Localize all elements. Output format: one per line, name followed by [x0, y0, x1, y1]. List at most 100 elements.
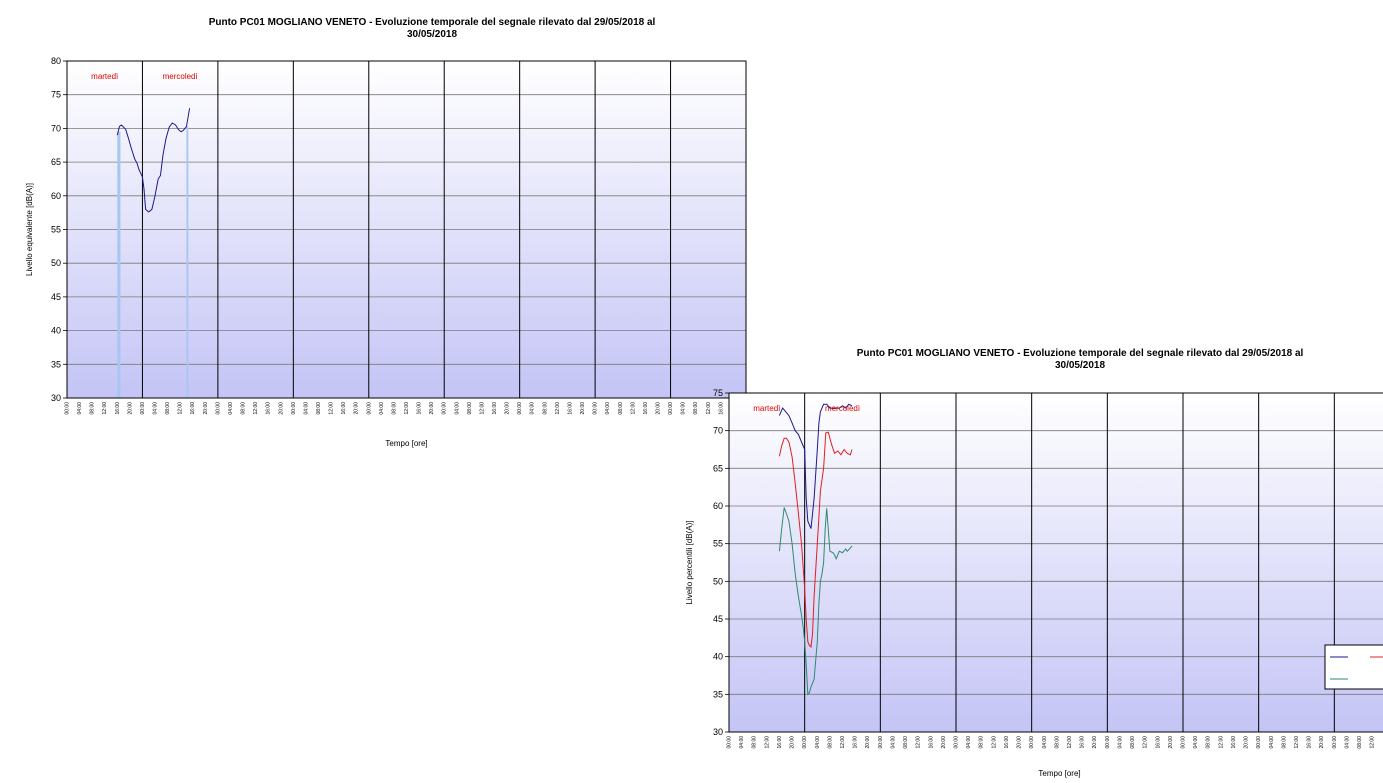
chart-percentile-levels: Punto PC01 MOGLIANO VENETO - Evoluzione … — [685, 348, 1383, 778]
x-tick-label: 20:00 — [941, 736, 947, 749]
x-tick-label: 04:00 — [1344, 736, 1350, 749]
x-tick-label: 16:00 — [643, 402, 649, 415]
chart-title-line: 30/05/2018 — [1055, 360, 1105, 371]
legend-box — [1324, 644, 1383, 690]
x-tick-label: 08:00 — [979, 736, 985, 749]
x-tick-label: 16:00 — [928, 736, 934, 749]
y-axis-label: Livello equivalente [dB(A)] — [25, 183, 34, 276]
x-tick-label: 08:00 — [1281, 736, 1287, 749]
x-tick-label: 00:00 — [1256, 736, 1262, 749]
x-tick-label: 00:00 — [1105, 736, 1111, 749]
x-tick-label: 08:00 — [467, 402, 473, 415]
x-tick-label: 04:00 — [530, 402, 536, 415]
x-tick-label: 12:00 — [1067, 736, 1073, 749]
y-tick-label: 50 — [713, 576, 723, 586]
chart-title-line: 30/05/2018 — [407, 29, 457, 40]
x-tick-label: 16:00 — [718, 402, 724, 415]
x-tick-label: 04:00 — [228, 402, 234, 415]
y-tick-label: 40 — [51, 326, 61, 336]
x-tick-label: 04:00 — [77, 402, 83, 415]
x-tick-label: 04:00 — [681, 402, 687, 415]
x-tick-label: 04:00 — [379, 402, 385, 415]
x-tick-label: 16:00 — [190, 402, 196, 415]
x-tick-label: 20:00 — [580, 402, 586, 415]
x-tick-label: 08:00 — [693, 402, 699, 415]
y-tick-label: 45 — [713, 614, 723, 624]
x-tick-label: 20:00 — [1092, 736, 1098, 749]
x-tick-label: 00:00 — [366, 402, 372, 415]
x-tick-label: 04:00 — [454, 402, 460, 415]
x-tick-label: 20:00 — [203, 402, 209, 415]
x-tick-label: 08:00 — [1130, 736, 1136, 749]
x-tick-label: 12:00 — [630, 402, 636, 415]
y-tick-label: 70 — [713, 426, 723, 436]
day-label: mercoledì — [163, 72, 198, 81]
x-tick-label: 20:00 — [1168, 736, 1174, 749]
y-tick-label: 55 — [713, 539, 723, 549]
series-line-2 — [778, 507, 853, 696]
x-tick-label: 04:00 — [1193, 736, 1199, 749]
x-tick-label: 20:00 — [505, 402, 511, 415]
x-tick-label: 00:00 — [802, 736, 808, 749]
x-tick-label: 16:00 — [417, 402, 423, 415]
x-tick-label: 08:00 — [391, 402, 397, 415]
y-tick-label: 30 — [51, 393, 61, 403]
plot-border — [728, 392, 1383, 733]
y-tick-label: 65 — [713, 463, 723, 473]
x-tick-label: 04:00 — [1042, 736, 1048, 749]
x-tick-label: 00:00 — [215, 402, 221, 415]
day-label: martedì — [91, 72, 118, 81]
x-tick-label: 08:00 — [241, 402, 247, 415]
x-tick-label: 00:00 — [593, 402, 599, 415]
x-tick-label: 16:00 — [1004, 736, 1010, 749]
x-tick-label: 12:00 — [555, 402, 561, 415]
x-tick-label: 12:00 — [1218, 736, 1224, 749]
x-tick-label: 16:00 — [777, 736, 783, 749]
y-axis-label: Livello percentili [dB(A)] — [685, 520, 694, 604]
x-tick-label: 12:00 — [479, 402, 485, 415]
y-tick-label: 45 — [51, 292, 61, 302]
x-tick-label: 20:00 — [278, 402, 284, 415]
y-tick-label: 35 — [713, 689, 723, 699]
y-tick-label: 60 — [51, 191, 61, 201]
x-tick-label: 16:00 — [1155, 736, 1161, 749]
x-tick-label: 12:00 — [178, 402, 184, 415]
x-tick-label: 08:00 — [752, 736, 758, 749]
highlight-bar — [117, 131, 121, 398]
x-tick-label: 12:00 — [840, 736, 846, 749]
x-tick-label: 20:00 — [429, 402, 435, 415]
x-tick-label: 16:00 — [853, 736, 859, 749]
day-label: martedì — [753, 404, 780, 413]
x-tick-label: 00:00 — [140, 402, 146, 415]
y-tick-label: 70 — [51, 123, 61, 133]
x-tick-label: 04:00 — [153, 402, 159, 415]
chart-title-line: Punto PC01 MOGLIANO VENETO - Evoluzione … — [857, 348, 1304, 359]
x-tick-label: 20:00 — [790, 736, 796, 749]
x-tick-label: 12:00 — [102, 402, 108, 415]
x-tick-label: 16:00 — [1080, 736, 1086, 749]
x-tick-label: 12:00 — [1143, 736, 1149, 749]
x-tick-label: 08:00 — [90, 402, 96, 415]
x-tick-label: 08:00 — [316, 402, 322, 415]
x-tick-label: 04:00 — [605, 402, 611, 415]
y-tick-label: 65 — [51, 157, 61, 167]
x-tick-label: 20:00 — [656, 402, 662, 415]
y-tick-label: 75 — [51, 90, 61, 100]
x-tick-label: 08:00 — [542, 402, 548, 415]
x-tick-label: 08:00 — [827, 736, 833, 749]
x-tick-label: 20:00 — [354, 402, 360, 415]
plot-border — [66, 60, 747, 399]
x-tick-label: 12:00 — [404, 402, 410, 415]
x-tick-label: 12:00 — [329, 402, 335, 415]
x-tick-label: 08:00 — [1357, 736, 1363, 749]
x-tick-label: 16:00 — [341, 402, 347, 415]
x-tick-label: 00:00 — [291, 402, 297, 415]
y-tick-label: 30 — [713, 727, 723, 737]
x-tick-label: 12:00 — [916, 736, 922, 749]
x-tick-label: 04:00 — [1269, 736, 1275, 749]
x-tick-label: 00:00 — [1332, 736, 1338, 749]
y-tick-label: 60 — [713, 501, 723, 511]
x-tick-label: 08:00 — [1206, 736, 1212, 749]
y-tick-label: 75 — [713, 388, 723, 398]
y-tick-label: 50 — [51, 258, 61, 268]
